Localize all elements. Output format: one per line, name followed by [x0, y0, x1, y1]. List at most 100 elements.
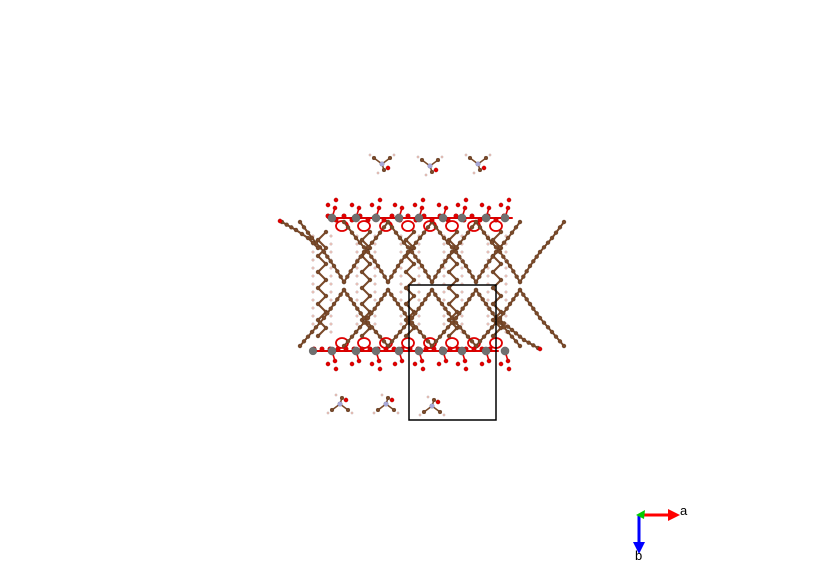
hydrogen-atom	[486, 274, 490, 278]
carbon-atom	[378, 296, 384, 302]
carbon-atom	[301, 224, 307, 230]
carbon-atom	[382, 292, 388, 298]
carbon-atom	[388, 274, 394, 280]
oxygen-atom	[332, 358, 338, 364]
carbon-atom	[389, 338, 395, 344]
oxygen-atom	[405, 213, 411, 219]
carbon-atom	[402, 254, 408, 260]
carbon-atom	[345, 338, 351, 344]
carbon-atom	[473, 219, 479, 225]
hydrogen-atom	[311, 282, 315, 286]
carbon-atom	[509, 230, 515, 235]
carbon-atom	[480, 296, 486, 302]
carbon-atom	[368, 254, 374, 260]
bond	[507, 331, 521, 347]
carbon-atom	[377, 334, 383, 340]
carbon-atom	[436, 296, 442, 302]
oxygen-atom	[419, 358, 425, 364]
hydrogen-atom	[442, 274, 446, 278]
hydrogen-atom	[380, 393, 384, 397]
carbon-atom	[416, 258, 422, 264]
hydrogen-atom	[442, 290, 446, 294]
metal-atom	[481, 346, 491, 356]
hydrogen-atom	[373, 250, 377, 254]
carbon-atom	[517, 287, 523, 293]
bond	[455, 251, 467, 267]
carbon-atom	[387, 155, 393, 161]
carbon-atom	[497, 249, 503, 255]
carbon-atom	[497, 244, 503, 250]
carbon-atom	[446, 269, 452, 275]
carbon-atom	[454, 293, 460, 299]
carbon-atom	[436, 268, 442, 274]
carbon-atom	[453, 315, 459, 321]
carbon-atom	[351, 301, 357, 307]
oxygen-atom	[420, 366, 426, 372]
oxygen-atom	[455, 361, 461, 367]
oxygen-atom	[389, 213, 395, 219]
carbon-atom	[493, 249, 499, 255]
bond	[353, 303, 365, 319]
hydrogen-atom	[373, 282, 377, 286]
oxygen-atom	[469, 213, 475, 219]
hydrogen-atom	[504, 274, 508, 278]
oxygen-atom	[333, 366, 339, 372]
oxygen-atom	[420, 197, 426, 203]
carbon-atom	[367, 293, 373, 299]
bond	[475, 289, 487, 305]
carbon-atom	[402, 310, 408, 316]
hydrogen-atom	[350, 411, 354, 415]
bond	[377, 289, 389, 305]
carbon-atom	[409, 315, 415, 321]
hydrogen-atom	[355, 298, 359, 302]
oxygen-atom	[341, 213, 347, 219]
bond	[411, 303, 423, 319]
carbon-atom	[344, 274, 350, 280]
carbon-atom	[338, 292, 344, 298]
carbon-atom	[435, 157, 441, 163]
carbon-atom	[545, 240, 551, 245]
carbon-atom	[505, 235, 511, 241]
hydrogen-atom	[399, 266, 403, 270]
carbon-atom	[433, 338, 439, 344]
nitrogen-atom	[383, 401, 389, 407]
carbon-atom	[461, 235, 467, 241]
carbon-atom	[385, 279, 391, 285]
oxygen-atom	[505, 205, 511, 211]
bond	[431, 221, 445, 239]
carbon-atom	[467, 155, 473, 161]
carbon-atom	[460, 258, 466, 264]
carbon-atom	[498, 293, 504, 299]
hydrogen-atom	[376, 171, 380, 175]
carbon-atom	[481, 230, 487, 235]
oxygen-atom	[447, 346, 453, 352]
carbon-atom	[421, 334, 427, 340]
hydrogen-atom	[426, 395, 430, 399]
oxygen-atom	[498, 361, 504, 367]
hydrogen-atom	[399, 290, 403, 294]
metal-atom	[500, 346, 510, 356]
hydrogen-atom	[442, 413, 446, 417]
hydrogen-atom	[334, 393, 338, 397]
carbon-atom	[477, 338, 483, 344]
carbon-atom	[328, 258, 334, 264]
carbon-atom	[405, 249, 411, 255]
carbon-atom	[531, 306, 536, 312]
hydrogen-atom	[311, 290, 315, 294]
oxygen-atom	[455, 202, 461, 208]
hydrogen-atom	[329, 250, 333, 254]
oxygen-atom	[435, 399, 441, 405]
carbon-atom	[460, 306, 466, 312]
hydrogen-atom	[504, 266, 508, 270]
hydrogen-atom	[399, 282, 403, 286]
carbon-atom	[425, 224, 431, 230]
hydrogen-atom	[329, 330, 333, 334]
hydrogen-atom	[504, 290, 508, 294]
carbon-atom	[537, 249, 543, 255]
oxygen-atom	[343, 397, 349, 403]
bond	[529, 303, 541, 319]
carbon-atom	[505, 324, 511, 330]
carbon-atom	[476, 292, 482, 298]
hydrogen-atom	[373, 266, 377, 270]
